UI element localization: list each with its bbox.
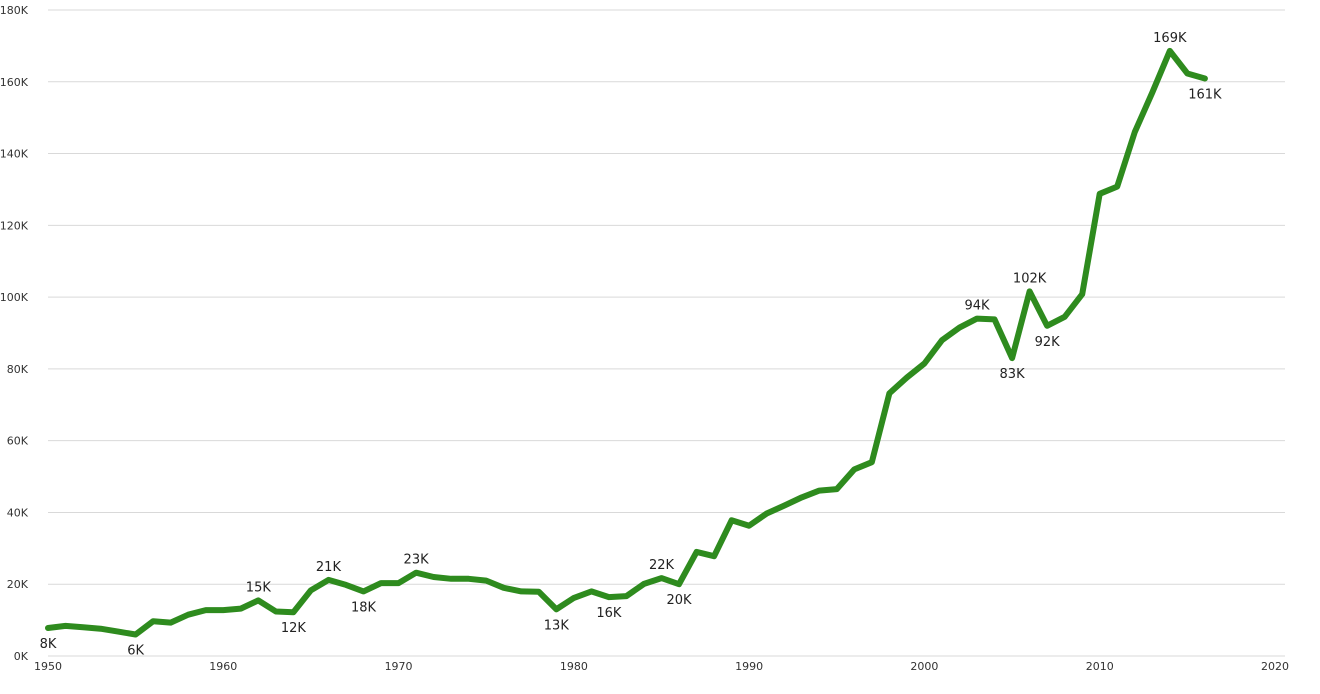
data-label: 16K [596, 606, 622, 621]
data-label: 161K [1188, 88, 1222, 103]
series-line [48, 51, 1205, 635]
y-tick-label: 0K [14, 650, 29, 663]
data-label: 15K [246, 580, 272, 595]
data-label: 12K [281, 621, 307, 636]
data-label: 18K [351, 600, 377, 615]
x-tick-label: 2020 [1261, 660, 1289, 673]
x-tick-label: 1970 [385, 660, 413, 673]
y-tick-label: 60K [7, 435, 29, 448]
y-tick-label: 100K [0, 291, 29, 304]
y-tick-label: 40K [7, 506, 29, 519]
data-label: 22K [649, 558, 675, 573]
data-label: 169K [1153, 31, 1187, 46]
x-axis-tick-labels: 1950 1960 1970 1980 1990 2000 2010 2020 [34, 660, 1289, 673]
y-tick-label: 160K [0, 76, 29, 89]
data-labels: 8K 6K 15K 12K 21K 18K 23K 13K 16K 22K 20K 94K 83K 102… [40, 31, 1222, 659]
data-label: 94K [964, 299, 990, 314]
x-tick-label: 1960 [209, 660, 237, 673]
y-tick-label: 180K [0, 4, 29, 17]
data-label: 8K [40, 637, 57, 652]
data-label: 13K [544, 618, 570, 633]
y-tick-label: 80K [7, 363, 29, 376]
y-tick-label: 140K [0, 148, 29, 161]
data-label: 6K [127, 643, 144, 658]
x-tick-label: 2000 [910, 660, 938, 673]
x-tick-label: 1990 [735, 660, 763, 673]
x-tick-label: 2010 [1086, 660, 1114, 673]
x-tick-label: 1950 [34, 660, 62, 673]
data-label: 20K [666, 593, 692, 608]
series-layer [48, 51, 1205, 635]
data-label: 23K [404, 553, 430, 568]
y-tick-label: 120K [0, 219, 29, 232]
y-axis-tick-labels: 0K 20K 40K 60K 80K 100K 120K 140K 160K 180K [0, 4, 29, 663]
y-tick-label: 20K [7, 578, 29, 591]
data-label: 102K [1013, 271, 1047, 286]
data-label: 21K [316, 560, 342, 575]
x-tick-label: 1980 [560, 660, 588, 673]
data-label: 83K [1000, 367, 1026, 382]
data-label: 92K [1035, 335, 1061, 350]
